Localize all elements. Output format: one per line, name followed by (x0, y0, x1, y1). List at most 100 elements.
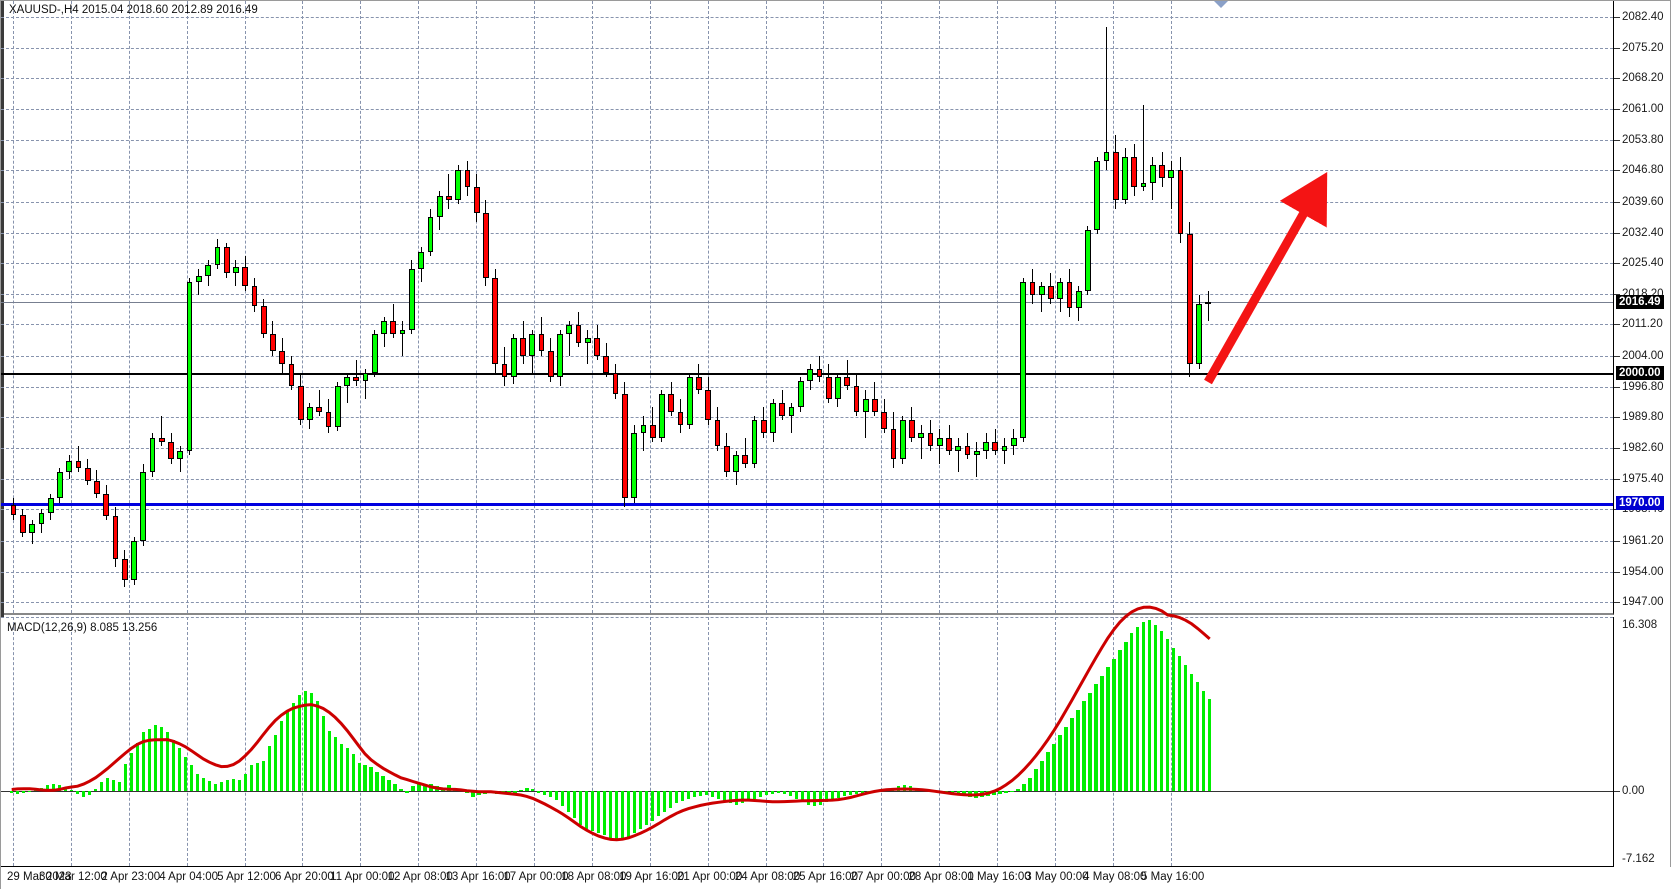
candlestick (177, 446, 184, 473)
candle-body (612, 372, 619, 395)
candlestick (131, 537, 137, 585)
macd-histogram-bar (609, 790, 613, 838)
candlestick (983, 433, 989, 460)
price-tick-label: 2046.80 (1614, 164, 1664, 176)
macd-histogram-bar (627, 790, 631, 837)
candle-body (918, 433, 925, 438)
candle-body (1131, 156, 1138, 187)
macd-histogram-bar (1184, 665, 1188, 791)
macd-indicator-pane[interactable]: MACD(12,26,9) 8.085 13.256 (1, 605, 1614, 867)
candle-body (94, 480, 100, 494)
macd-histogram-bar (147, 728, 152, 791)
candlestick (1168, 160, 1175, 209)
candlestick (890, 411, 897, 468)
candle-wick (1170, 160, 1172, 209)
candle-body (168, 442, 174, 460)
time-tick-label: 29 Mar 2023 (7, 871, 72, 883)
candlestick (464, 160, 471, 196)
candlestick (473, 173, 480, 222)
macd-histogram-bar (321, 716, 325, 791)
candlestick (334, 381, 341, 432)
candlestick (510, 333, 517, 384)
candlestick (909, 407, 915, 443)
candlestick (418, 247, 424, 283)
macd-axis: 16.308 0.00 -7.162 (1614, 617, 1671, 867)
candle-body (723, 446, 730, 473)
price-tick-label: 2004.00 (1614, 350, 1664, 362)
candle-body (788, 407, 795, 417)
candlestick (547, 338, 554, 382)
macd-histogram-bar (543, 790, 547, 795)
macd-histogram-bar (716, 790, 721, 800)
price-tick-label: 2075.20 (1614, 42, 1664, 54)
price-axis[interactable]: 2082.40 2075.20 2068.20 2061.00 2053.80 2046.… (1614, 1, 1671, 615)
tick-mark (1614, 47, 1620, 49)
candle-body (1085, 230, 1091, 291)
macd-histogram-bar (1124, 641, 1128, 791)
candlestick (436, 191, 443, 231)
macd-histogram-bar (740, 790, 745, 804)
candle-body (946, 437, 952, 451)
candle-wick (587, 329, 589, 365)
candle-body (84, 467, 91, 481)
price-chart-pane[interactable]: XAUUSD-,H4 2015.04 2018.60 2012.89 2016.… (1, 1, 1614, 867)
candlestick (260, 299, 267, 339)
candlestick (649, 407, 656, 443)
candle-body (362, 372, 369, 382)
candle-body (705, 390, 712, 421)
macd-histogram-bar (1112, 658, 1116, 791)
candle-body (1149, 165, 1156, 183)
candle-body (149, 437, 156, 473)
macd-histogram-bar (603, 790, 607, 836)
candlestick (1038, 282, 1045, 313)
time-tick-label: 21 Apr 00:00 (676, 871, 743, 883)
candlestick (205, 260, 211, 287)
candlestick (853, 372, 860, 417)
candlestick (603, 342, 610, 378)
candle-body (1205, 301, 1212, 304)
candlestick (483, 199, 489, 287)
macd-histogram-bar (159, 726, 164, 791)
macd-histogram-bar (770, 790, 775, 794)
macd-histogram-bar (1148, 620, 1152, 791)
candlestick (427, 208, 434, 257)
macd-histogram-bar (219, 782, 223, 791)
price-tick-label: 2061.00 (1614, 103, 1664, 115)
candle-wick (1143, 104, 1145, 192)
price-tick-label: 2068.20 (1614, 72, 1664, 84)
candlestick (797, 377, 804, 412)
tick-mark (1614, 540, 1620, 542)
candlestick (964, 433, 971, 460)
macd-histogram-bar (567, 790, 571, 812)
macd-histogram-bar (746, 790, 751, 802)
macd-histogram-bar (351, 754, 355, 791)
macd-histogram-bar (1088, 692, 1092, 791)
macd-tick-label: -7.162 (1622, 853, 1655, 865)
time-tick-label: 4 May 08:00 (1083, 871, 1147, 883)
candlestick (344, 372, 350, 404)
candle-body (233, 266, 239, 274)
macd-histogram-bar (309, 692, 313, 791)
chart-scroll-marker[interactable] (1214, 1, 1228, 8)
macd-histogram-bar (710, 790, 715, 798)
macd-histogram-bar (842, 790, 846, 797)
candlestick (195, 269, 202, 296)
candle-body (1029, 282, 1036, 296)
candle-body (177, 450, 184, 460)
candlestick (1048, 273, 1054, 304)
candle-body (733, 455, 739, 473)
candle-body (381, 320, 387, 334)
candle-body (57, 472, 63, 499)
macd-histogram-bar (776, 790, 781, 793)
macd-histogram-bar (165, 732, 170, 791)
candlestick (770, 398, 776, 443)
time-axis[interactable]: 29 Mar 2023 30 Mar 12:00 2 Apr 23:00 4 Apr … (1, 867, 1671, 890)
macd-histogram-bar (10, 790, 14, 793)
macd-histogram-bar (22, 790, 26, 793)
candlestick (520, 320, 526, 365)
candle-body (316, 407, 323, 412)
candle-body (992, 442, 999, 451)
macd-histogram-bar (207, 781, 212, 791)
candle-wick (920, 424, 922, 460)
macd-histogram-bar (1130, 633, 1134, 791)
